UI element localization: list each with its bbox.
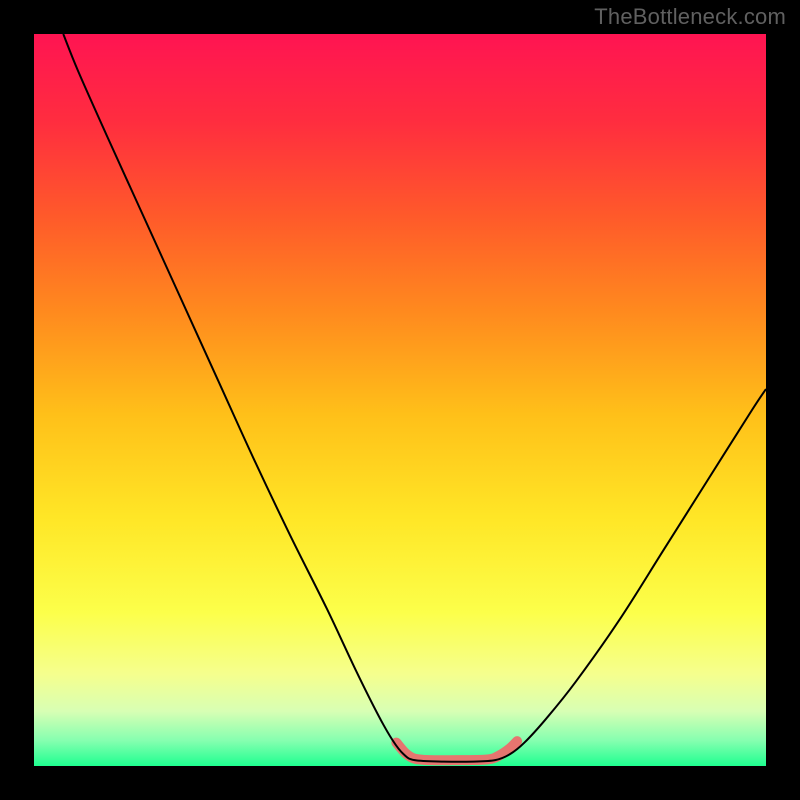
plot-area bbox=[34, 34, 766, 766]
watermark-text: TheBottleneck.com bbox=[594, 4, 786, 30]
bottom-highlight-curve bbox=[396, 741, 517, 760]
curve-layer bbox=[34, 34, 766, 766]
main-curve bbox=[63, 34, 766, 762]
